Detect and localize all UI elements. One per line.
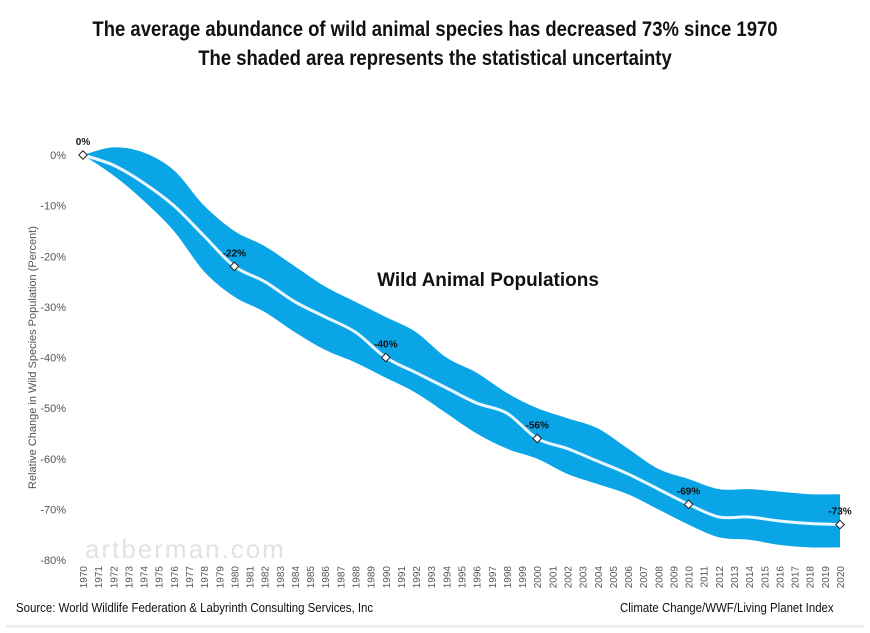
x-tick-label: 2003 — [579, 566, 590, 589]
y-tick-label: -10% — [40, 201, 66, 213]
x-tick-label: 2004 — [594, 566, 605, 589]
x-tick-label: 1971 — [94, 566, 105, 589]
x-tick-label: 2002 — [563, 566, 574, 589]
x-tick-label: 1979 — [215, 566, 226, 589]
x-tick-label: 2017 — [791, 566, 802, 589]
index-line — [82, 153, 841, 527]
data-label: 0% — [76, 137, 91, 148]
chart-annotation: Wild Animal Populations — [377, 270, 599, 291]
x-tick-label: 2014 — [745, 566, 756, 589]
x-tick-label: 2008 — [654, 566, 665, 589]
data-label: -73% — [828, 507, 851, 518]
x-tick-label: 1996 — [473, 566, 484, 589]
x-tick-label: 1989 — [367, 566, 378, 589]
x-tick-label: 1970 — [79, 566, 90, 589]
x-tick-label: 1988 — [352, 566, 363, 589]
x-tick-label: 1986 — [321, 566, 332, 589]
y-axis-title: Relative Change in Wild Species Populati… — [27, 226, 39, 489]
x-tick-label: 2009 — [669, 566, 680, 589]
x-tick-label: 2011 — [700, 566, 711, 588]
x-tick-label: 1997 — [488, 566, 499, 589]
y-tick-label: -30% — [40, 302, 66, 314]
uncertainty-band — [83, 147, 840, 548]
source-note: Source: World Wildlife Federation & Laby… — [16, 600, 374, 615]
x-tick-label: 2006 — [624, 566, 635, 589]
x-tick-label: 2013 — [730, 566, 741, 589]
x-tick-label: 2019 — [821, 566, 832, 589]
x-tick-label: 1981 — [246, 566, 257, 589]
data-marker — [380, 352, 391, 363]
x-tick-label: 1983 — [276, 566, 287, 589]
x-tick-label: 1998 — [503, 566, 514, 589]
x-tick-label: 1985 — [306, 566, 317, 589]
x-tick-label: 1978 — [200, 566, 211, 589]
data-label: -22% — [223, 248, 246, 259]
x-tick-label: 1977 — [185, 566, 196, 589]
data-marker — [229, 261, 240, 272]
x-tick-label: 2015 — [760, 566, 771, 589]
x-tick-label: 1994 — [442, 566, 453, 589]
x-tick-label: 1974 — [140, 566, 151, 589]
x-tick-label: 1992 — [412, 566, 423, 589]
x-tick-label: 2001 — [548, 566, 559, 589]
data-marker — [835, 519, 845, 530]
y-tick-label: -20% — [40, 251, 66, 263]
y-tick-label: -50% — [40, 403, 66, 415]
x-tick-label: 1973 — [124, 566, 135, 589]
y-tick-label: -60% — [40, 454, 66, 466]
x-tick-label: 2018 — [806, 566, 817, 589]
x-tick-label: 1990 — [382, 566, 393, 589]
data-marker — [683, 499, 694, 510]
x-tick-label: 1976 — [170, 566, 181, 589]
x-tick-label: 1995 — [458, 566, 469, 589]
data-label: -56% — [526, 421, 549, 432]
data-marker — [78, 150, 88, 160]
watermark: artberman.com — [85, 534, 286, 564]
bottom-divider — [6, 625, 864, 628]
x-tick-label: 2020 — [836, 566, 847, 589]
x-tick-label: 1980 — [230, 566, 241, 589]
x-tick-label: 1984 — [291, 566, 302, 589]
x-tick-label: 1993 — [427, 566, 438, 589]
x-tick-label: 1982 — [261, 566, 272, 589]
data-marker — [532, 433, 543, 444]
x-tick-label: 2012 — [715, 566, 726, 589]
x-tick-label: 2000 — [533, 566, 544, 589]
y-tick-label: 0% — [50, 150, 66, 162]
x-tick-label: 2005 — [609, 566, 620, 589]
data-label: -40% — [374, 340, 397, 351]
x-tick-label: 2016 — [775, 566, 786, 589]
x-tick-label: 1975 — [155, 566, 166, 589]
x-tick-label: 2007 — [639, 566, 650, 589]
x-tick-label: 1987 — [336, 566, 347, 589]
data-label: -69% — [677, 486, 700, 497]
y-tick-label: -80% — [40, 555, 66, 567]
x-tick-label: 1991 — [397, 566, 408, 589]
x-tick-label: 1972 — [109, 566, 120, 589]
x-tick-label: 2010 — [685, 566, 696, 589]
x-tick-label: 1999 — [518, 566, 529, 589]
y-tick-label: -70% — [40, 504, 66, 516]
chart-subtitle: The shaded area represents the statistic… — [198, 47, 672, 70]
chart-title: The average abundance of wild animal spe… — [92, 18, 778, 41]
credit-note: Climate Change/WWF/Living Planet Index — [620, 600, 834, 615]
y-tick-label: -40% — [40, 353, 66, 365]
